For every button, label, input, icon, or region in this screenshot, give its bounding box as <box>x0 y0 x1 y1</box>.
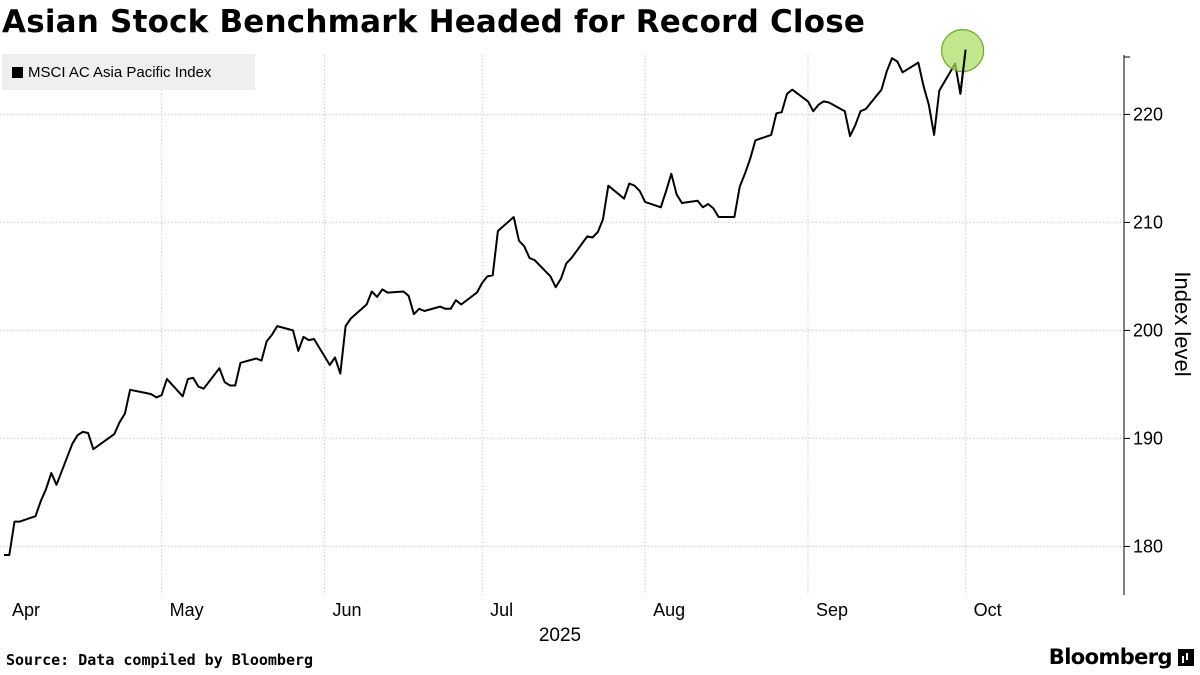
chart-title: Asian Stock Benchmark Headed for Record … <box>2 4 866 40</box>
x-tick-label: Sep <box>816 600 848 620</box>
y-tick-label: 200 <box>1133 320 1163 340</box>
year-label: 2025 <box>539 625 581 646</box>
y-tick-label: 180 <box>1133 536 1163 556</box>
highlight-marker <box>941 28 985 94</box>
x-tick-label: Jul <box>490 600 513 620</box>
series <box>4 49 967 556</box>
record-close-marker <box>941 28 985 73</box>
bloomberg-logo: Bloomberg <box>1049 645 1194 669</box>
legend: MSCI AC Asia Pacific Index <box>2 54 255 90</box>
y-tick-label: 220 <box>1133 104 1163 124</box>
y-tick-label: 190 <box>1133 428 1163 448</box>
series-line-last-segment <box>959 49 967 94</box>
y-tick-label: 210 <box>1133 212 1163 232</box>
x-tick-label: Jun <box>333 600 362 620</box>
source-note: Source: Data compiled by Bloomberg <box>6 651 314 669</box>
x-tick-labels: Apr May Jun Jul Aug Sep Oct <box>12 600 1002 620</box>
x-tick-label: Aug <box>653 600 685 620</box>
y-axis-label: Index level <box>1170 271 1195 376</box>
x-tick-label: Oct <box>974 600 1002 620</box>
x-tick-label: May <box>170 600 204 620</box>
x-tick-label: Apr <box>12 600 40 620</box>
grid-lines <box>0 55 1124 595</box>
legend-swatch <box>12 66 23 78</box>
series-line <box>4 49 967 556</box>
legend-label: MSCI AC Asia Pacific Index <box>28 63 212 81</box>
brand-name: Bloomberg <box>1048 645 1173 669</box>
bloomberg-terminal-icon <box>1178 648 1194 666</box>
y-tick-labels: 180 190 200 210 220 <box>1133 104 1163 556</box>
y-axis <box>1123 55 1130 595</box>
